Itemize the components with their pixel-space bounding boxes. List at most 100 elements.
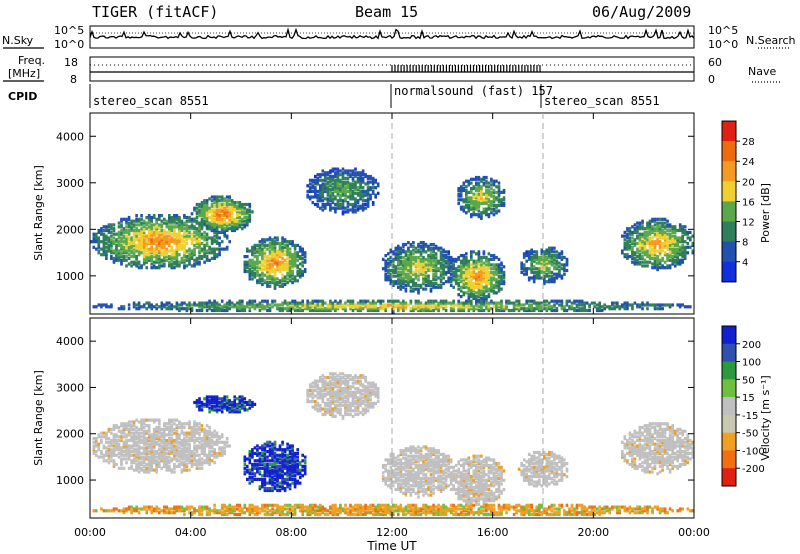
heatmap-cell (656, 255, 659, 259)
heatmap-cell (198, 255, 201, 259)
heatmap-cell (205, 305, 209, 309)
heatmap-cell (470, 188, 473, 193)
heatmap-cell (636, 255, 639, 259)
heatmap-cell (502, 274, 506, 278)
heatmap-cell (155, 225, 158, 229)
heatmap-cell (155, 240, 158, 244)
heatmap-cell (268, 236, 272, 240)
power-time-markers (391, 113, 544, 314)
heatmap-cell (291, 281, 294, 285)
heatmap-cell (293, 308, 297, 313)
heatmap-cell (150, 451, 153, 455)
heatmap-cell (329, 189, 332, 193)
heatmap-cell (427, 307, 430, 311)
heatmap-cell (155, 418, 158, 422)
heatmap-cell (329, 178, 332, 182)
heatmap-cell (419, 285, 423, 289)
heatmap-cell (497, 185, 501, 189)
heatmap-cell (394, 267, 398, 271)
heatmap-cell (319, 195, 322, 199)
heatmap-cell (497, 274, 501, 278)
heatmap-cell (467, 265, 471, 269)
heatmap-cell (475, 194, 478, 198)
heatmap-cell (492, 270, 496, 274)
heatmap-cell (379, 303, 382, 307)
heatmap-cell (623, 255, 627, 259)
heatmap-cell (110, 442, 113, 446)
heatmap-cell (256, 247, 259, 251)
heatmap-cell (273, 236, 277, 240)
heatmap-cell (490, 257, 493, 261)
heatmap-cell (434, 299, 438, 303)
heatmap-cell (364, 305, 367, 309)
heatmap-cell (540, 248, 544, 252)
heatmap-cell (100, 228, 103, 233)
heatmap-cell (366, 201, 370, 205)
heatmap-cell (671, 262, 674, 266)
heatmap-cell (462, 280, 466, 284)
heatmap-cell (158, 425, 161, 430)
heatmap-cell (213, 210, 216, 214)
heatmap-cell (414, 246, 418, 250)
heatmap-cell (532, 257, 536, 261)
heatmap-cell (142, 234, 146, 238)
heatmap-cell (344, 169, 347, 173)
heatmap-cell (107, 236, 111, 240)
heatmap-cell (447, 276, 450, 280)
heatmap-cell (480, 194, 483, 198)
heatmap-cell (389, 272, 393, 276)
heatmap-cell (178, 223, 181, 227)
heatmap-cell (200, 249, 204, 253)
heatmap-cell (283, 249, 287, 253)
heatmap-cell (107, 429, 111, 433)
heatmap-cell (243, 206, 247, 210)
heatmap-cell (210, 238, 214, 242)
heatmap-cell (218, 217, 221, 221)
heatmap-cell (492, 265, 496, 269)
heatmap-cell (545, 259, 549, 263)
heatmap-cell (185, 258, 189, 262)
heatmap-cell (354, 204, 357, 208)
heatmap-cell (185, 438, 189, 443)
heatmap-cell (142, 256, 146, 260)
heatmap-cell (321, 186, 325, 190)
heatmap-cell (548, 250, 551, 254)
heatmap-cell (112, 438, 116, 443)
heatmap-cell (213, 303, 216, 307)
heatmap-cell (648, 223, 652, 227)
heatmap-cell (487, 188, 491, 193)
heatmap-cell (497, 285, 501, 289)
heatmap-cell (105, 256, 108, 260)
heatmap-cell (173, 422, 176, 426)
heatmap-cell (178, 425, 181, 430)
heatmap-cell (590, 301, 594, 305)
heatmap-cell (419, 244, 423, 248)
heatmap-cell (369, 176, 372, 180)
heatmap-cell (125, 264, 128, 268)
heatmap-cell (115, 425, 118, 430)
heatmap-cell (475, 278, 478, 282)
heatmap-cell (522, 267, 526, 271)
heatmap-cell (477, 270, 481, 274)
heatmap-cell (658, 260, 662, 264)
heatmap-cell (223, 217, 226, 221)
heatmap-cell (530, 257, 533, 261)
heatmap-cell (492, 207, 496, 211)
heatmap-cell (170, 433, 174, 437)
heatmap-cell (497, 280, 501, 284)
heatmap-cell (112, 440, 116, 444)
heatmap-cell (155, 427, 158, 431)
heatmap-cell (178, 435, 181, 439)
heatmap-cell (142, 251, 146, 255)
heatmap-cell (152, 468, 156, 472)
heatmap-cell (165, 303, 169, 307)
heatmap-cell (361, 202, 365, 207)
heatmap-cell (110, 450, 113, 454)
heatmap-cell (334, 197, 337, 201)
heatmap-cell (583, 301, 586, 305)
heatmap-cell (653, 245, 657, 249)
heatmap-cell (223, 199, 226, 203)
heatmap-cell (477, 181, 481, 185)
heatmap-cell (371, 176, 375, 180)
heatmap-cell (495, 209, 498, 213)
